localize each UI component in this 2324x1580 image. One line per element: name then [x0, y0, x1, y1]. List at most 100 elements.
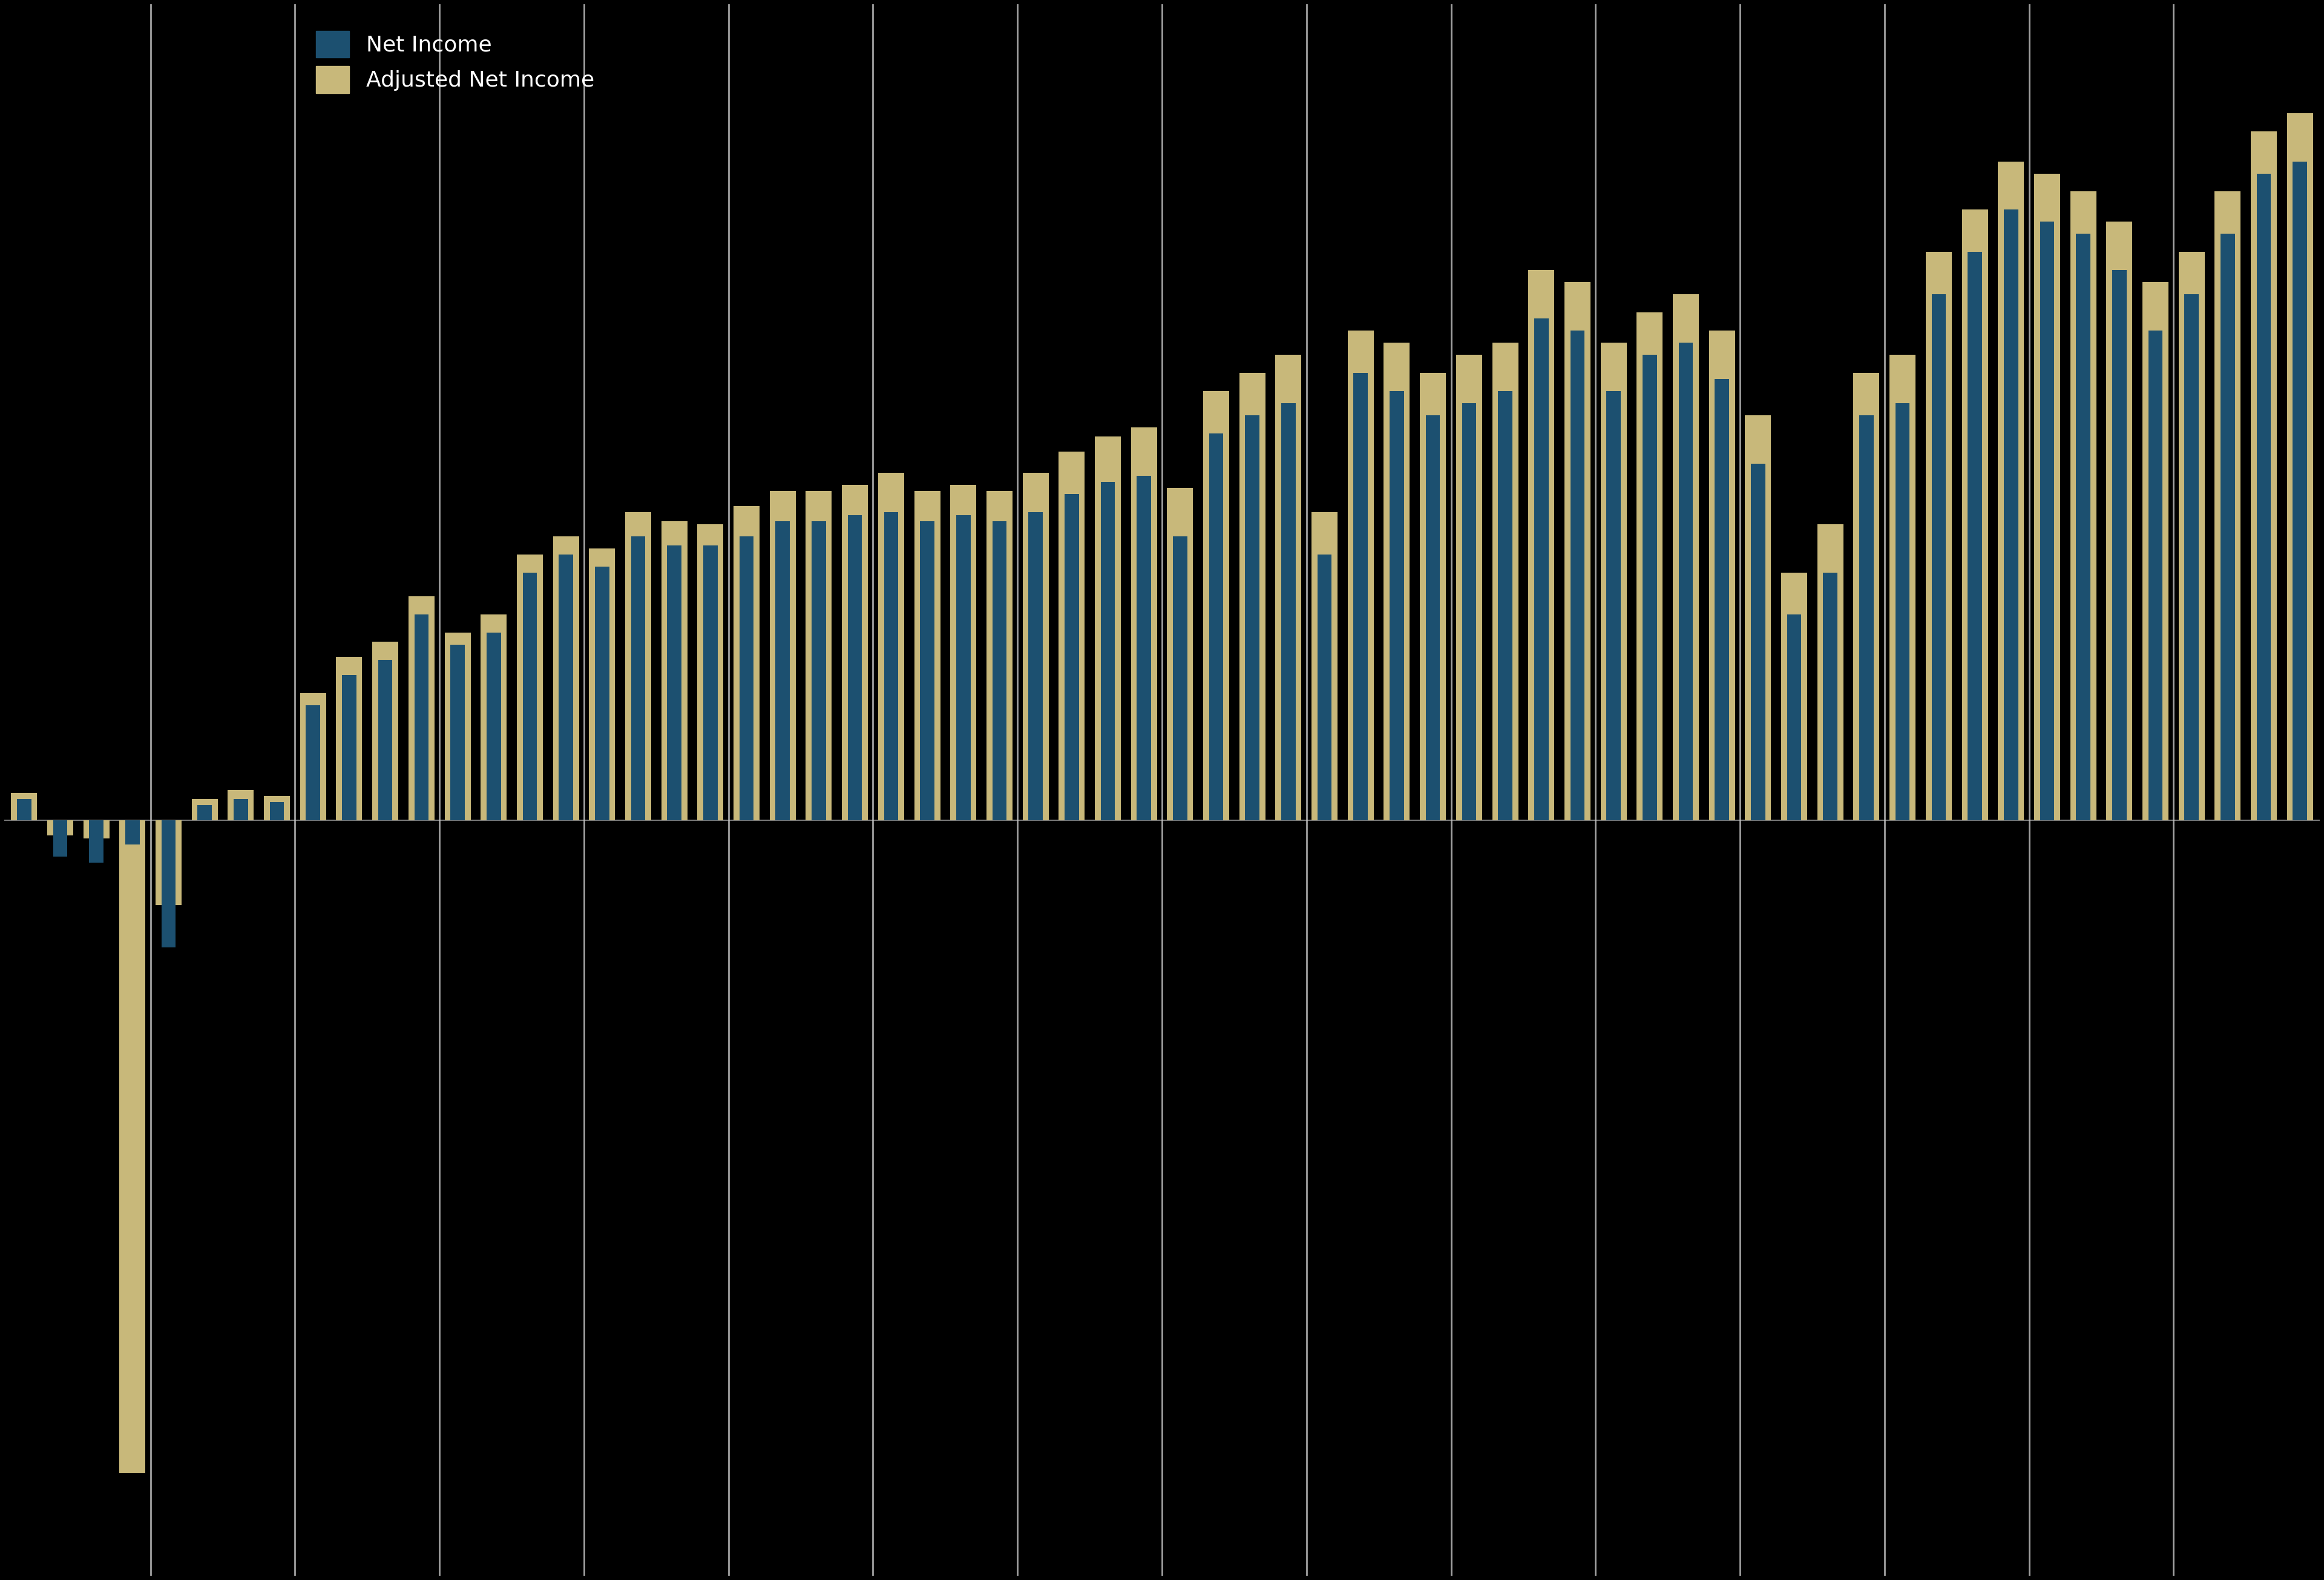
Bar	[300, 694, 325, 820]
Bar	[342, 675, 356, 820]
Bar	[1060, 452, 1085, 820]
Bar	[119, 820, 146, 1473]
Bar	[558, 555, 574, 820]
Bar	[2257, 174, 2271, 820]
Bar	[1889, 356, 1915, 820]
Bar	[1174, 536, 1188, 820]
Bar	[1348, 330, 1373, 820]
Bar	[769, 491, 795, 820]
Bar	[1534, 319, 1548, 820]
Bar	[667, 545, 681, 820]
Bar	[414, 615, 428, 820]
Bar	[625, 512, 651, 820]
Bar	[16, 799, 30, 820]
Bar	[878, 472, 904, 820]
Bar	[2003, 210, 2017, 820]
Bar	[523, 572, 537, 820]
Bar	[1780, 572, 1808, 820]
Bar	[1601, 343, 1627, 820]
Bar	[481, 615, 507, 820]
Bar	[235, 799, 249, 820]
Bar	[270, 803, 284, 820]
Bar	[1715, 379, 1729, 820]
Bar	[697, 525, 723, 820]
Bar	[2287, 114, 2312, 820]
Bar	[734, 506, 760, 820]
Bar	[2040, 221, 2054, 820]
Bar	[1571, 330, 1585, 820]
Bar	[1968, 253, 1982, 820]
Bar	[951, 485, 976, 820]
Bar	[1896, 403, 1910, 820]
Bar	[337, 657, 363, 820]
Bar	[1353, 373, 1369, 820]
Bar	[1678, 343, 1692, 820]
Bar	[1492, 343, 1518, 820]
Bar	[1636, 313, 1662, 820]
Bar	[2075, 234, 2089, 820]
Bar	[156, 820, 181, 905]
Bar	[1136, 476, 1150, 820]
Bar	[1023, 472, 1048, 820]
Bar	[2106, 221, 2133, 820]
Bar	[848, 515, 862, 820]
Bar	[1311, 512, 1339, 820]
Bar	[806, 491, 832, 820]
Bar	[1383, 343, 1411, 820]
Bar	[265, 796, 290, 820]
Bar	[920, 521, 934, 820]
Bar	[191, 799, 218, 820]
Bar	[776, 521, 790, 820]
Bar	[1390, 392, 1404, 820]
Bar	[1859, 416, 1873, 820]
Bar	[1095, 436, 1120, 820]
Bar	[12, 793, 37, 820]
Bar	[662, 521, 688, 820]
Bar	[841, 485, 867, 820]
Bar	[2147, 330, 2164, 820]
Bar	[739, 536, 753, 820]
Bar	[1276, 356, 1301, 820]
Bar	[2071, 191, 2096, 820]
Bar	[1462, 403, 1476, 820]
Bar	[1822, 572, 1838, 820]
Bar	[1961, 210, 1987, 820]
Bar	[2178, 253, 2205, 820]
Bar	[1064, 495, 1078, 820]
Bar	[228, 790, 253, 820]
Bar	[913, 491, 941, 820]
Bar	[1499, 392, 1513, 820]
Bar	[1927, 253, 1952, 820]
Bar	[1708, 330, 1736, 820]
Bar	[1457, 356, 1483, 820]
Bar	[1102, 482, 1116, 820]
Bar	[1167, 488, 1192, 820]
Bar	[1606, 392, 1620, 820]
Bar	[2252, 131, 2278, 820]
Bar	[1564, 283, 1590, 820]
Bar	[1132, 427, 1157, 820]
Bar	[2185, 294, 2199, 820]
Bar	[985, 491, 1013, 820]
Bar	[1673, 294, 1699, 820]
Bar	[588, 548, 616, 820]
Bar	[2294, 161, 2308, 820]
Bar	[84, 820, 109, 839]
Bar	[1931, 294, 1945, 820]
Bar	[379, 660, 393, 820]
Bar	[2219, 234, 2236, 820]
Bar	[1420, 373, 1446, 820]
Bar	[955, 515, 971, 820]
Bar	[1030, 512, 1043, 820]
Bar	[2143, 283, 2168, 820]
Bar	[632, 536, 646, 820]
Bar	[2113, 270, 2126, 820]
Bar	[1208, 433, 1222, 820]
Bar	[160, 820, 177, 946]
Bar	[1855, 373, 1880, 820]
Bar	[307, 705, 321, 820]
Bar	[2215, 191, 2240, 820]
Bar	[553, 536, 579, 820]
Bar	[46, 820, 72, 836]
Bar	[992, 521, 1006, 820]
